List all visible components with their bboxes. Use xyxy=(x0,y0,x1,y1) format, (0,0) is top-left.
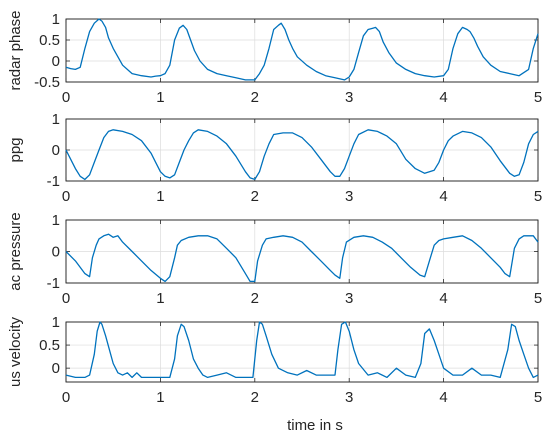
series-line xyxy=(65,129,539,181)
x-axis-label: time in s xyxy=(287,417,343,434)
x-tick-label: 0 xyxy=(62,188,70,205)
y-tick-label: 0 xyxy=(52,142,60,159)
y-tick-label: 1 xyxy=(52,212,60,229)
panel-4: 0 1 2 3 4 5 0 0.5 1 us velocity xyxy=(7,314,542,406)
y-axis-label: us velocity xyxy=(7,316,24,387)
y-tick-label: 1 xyxy=(52,111,60,128)
x-tick-label: 3 xyxy=(345,290,353,307)
x-tick-label: 5 xyxy=(534,389,542,406)
y-axis-label: radar phase xyxy=(7,10,24,90)
y-tick-label: 0 xyxy=(52,53,60,70)
y-tick-label: 0.5 xyxy=(39,337,60,354)
x-tick-label: 2 xyxy=(251,389,259,406)
x-tick-label: 1 xyxy=(156,389,164,406)
x-tick-label: 0 xyxy=(62,290,70,307)
x-tick-label: 4 xyxy=(439,89,447,106)
x-tick-label: 5 xyxy=(534,290,542,307)
plot-area xyxy=(65,18,539,83)
plot-area xyxy=(65,321,539,383)
y-tick-label: 0.5 xyxy=(39,32,60,49)
y-tick-label: -0.5 xyxy=(34,74,60,91)
x-tick-label: 2 xyxy=(251,89,259,106)
x-tick-label: 2 xyxy=(251,290,259,307)
series-line xyxy=(65,233,539,283)
x-tick-label: 0 xyxy=(62,389,70,406)
y-tick-label: 1 xyxy=(52,314,60,331)
x-tick-label: 5 xyxy=(534,188,542,205)
x-tick-label: 1 xyxy=(156,89,164,106)
x-tick-label: 4 xyxy=(439,290,447,307)
y-tick-label: -1 xyxy=(47,275,60,292)
x-tick-label: 3 xyxy=(345,188,353,205)
x-tick-label: 4 xyxy=(439,389,447,406)
plot-frame xyxy=(65,321,539,383)
y-tick-label: -1 xyxy=(47,173,60,190)
x-tick-label: 1 xyxy=(156,188,164,205)
x-tick-label: 1 xyxy=(156,290,164,307)
x-tick-label: 4 xyxy=(439,188,447,205)
x-tick-label: 3 xyxy=(345,389,353,406)
y-axis-label: ppg xyxy=(7,137,24,162)
series-line xyxy=(65,18,539,81)
y-tick-label: 0 xyxy=(52,244,60,261)
plot-frame xyxy=(65,18,539,83)
y-axis-label: ac pressure xyxy=(7,212,24,290)
x-tick-label: 5 xyxy=(534,89,542,106)
x-tick-label: 2 xyxy=(251,188,259,205)
x-tick-label: 0 xyxy=(62,89,70,106)
x-tick-label: 3 xyxy=(345,89,353,106)
y-tick-label: 1 xyxy=(52,11,60,28)
y-tick-label: 0 xyxy=(52,360,60,377)
series-line xyxy=(65,321,539,379)
